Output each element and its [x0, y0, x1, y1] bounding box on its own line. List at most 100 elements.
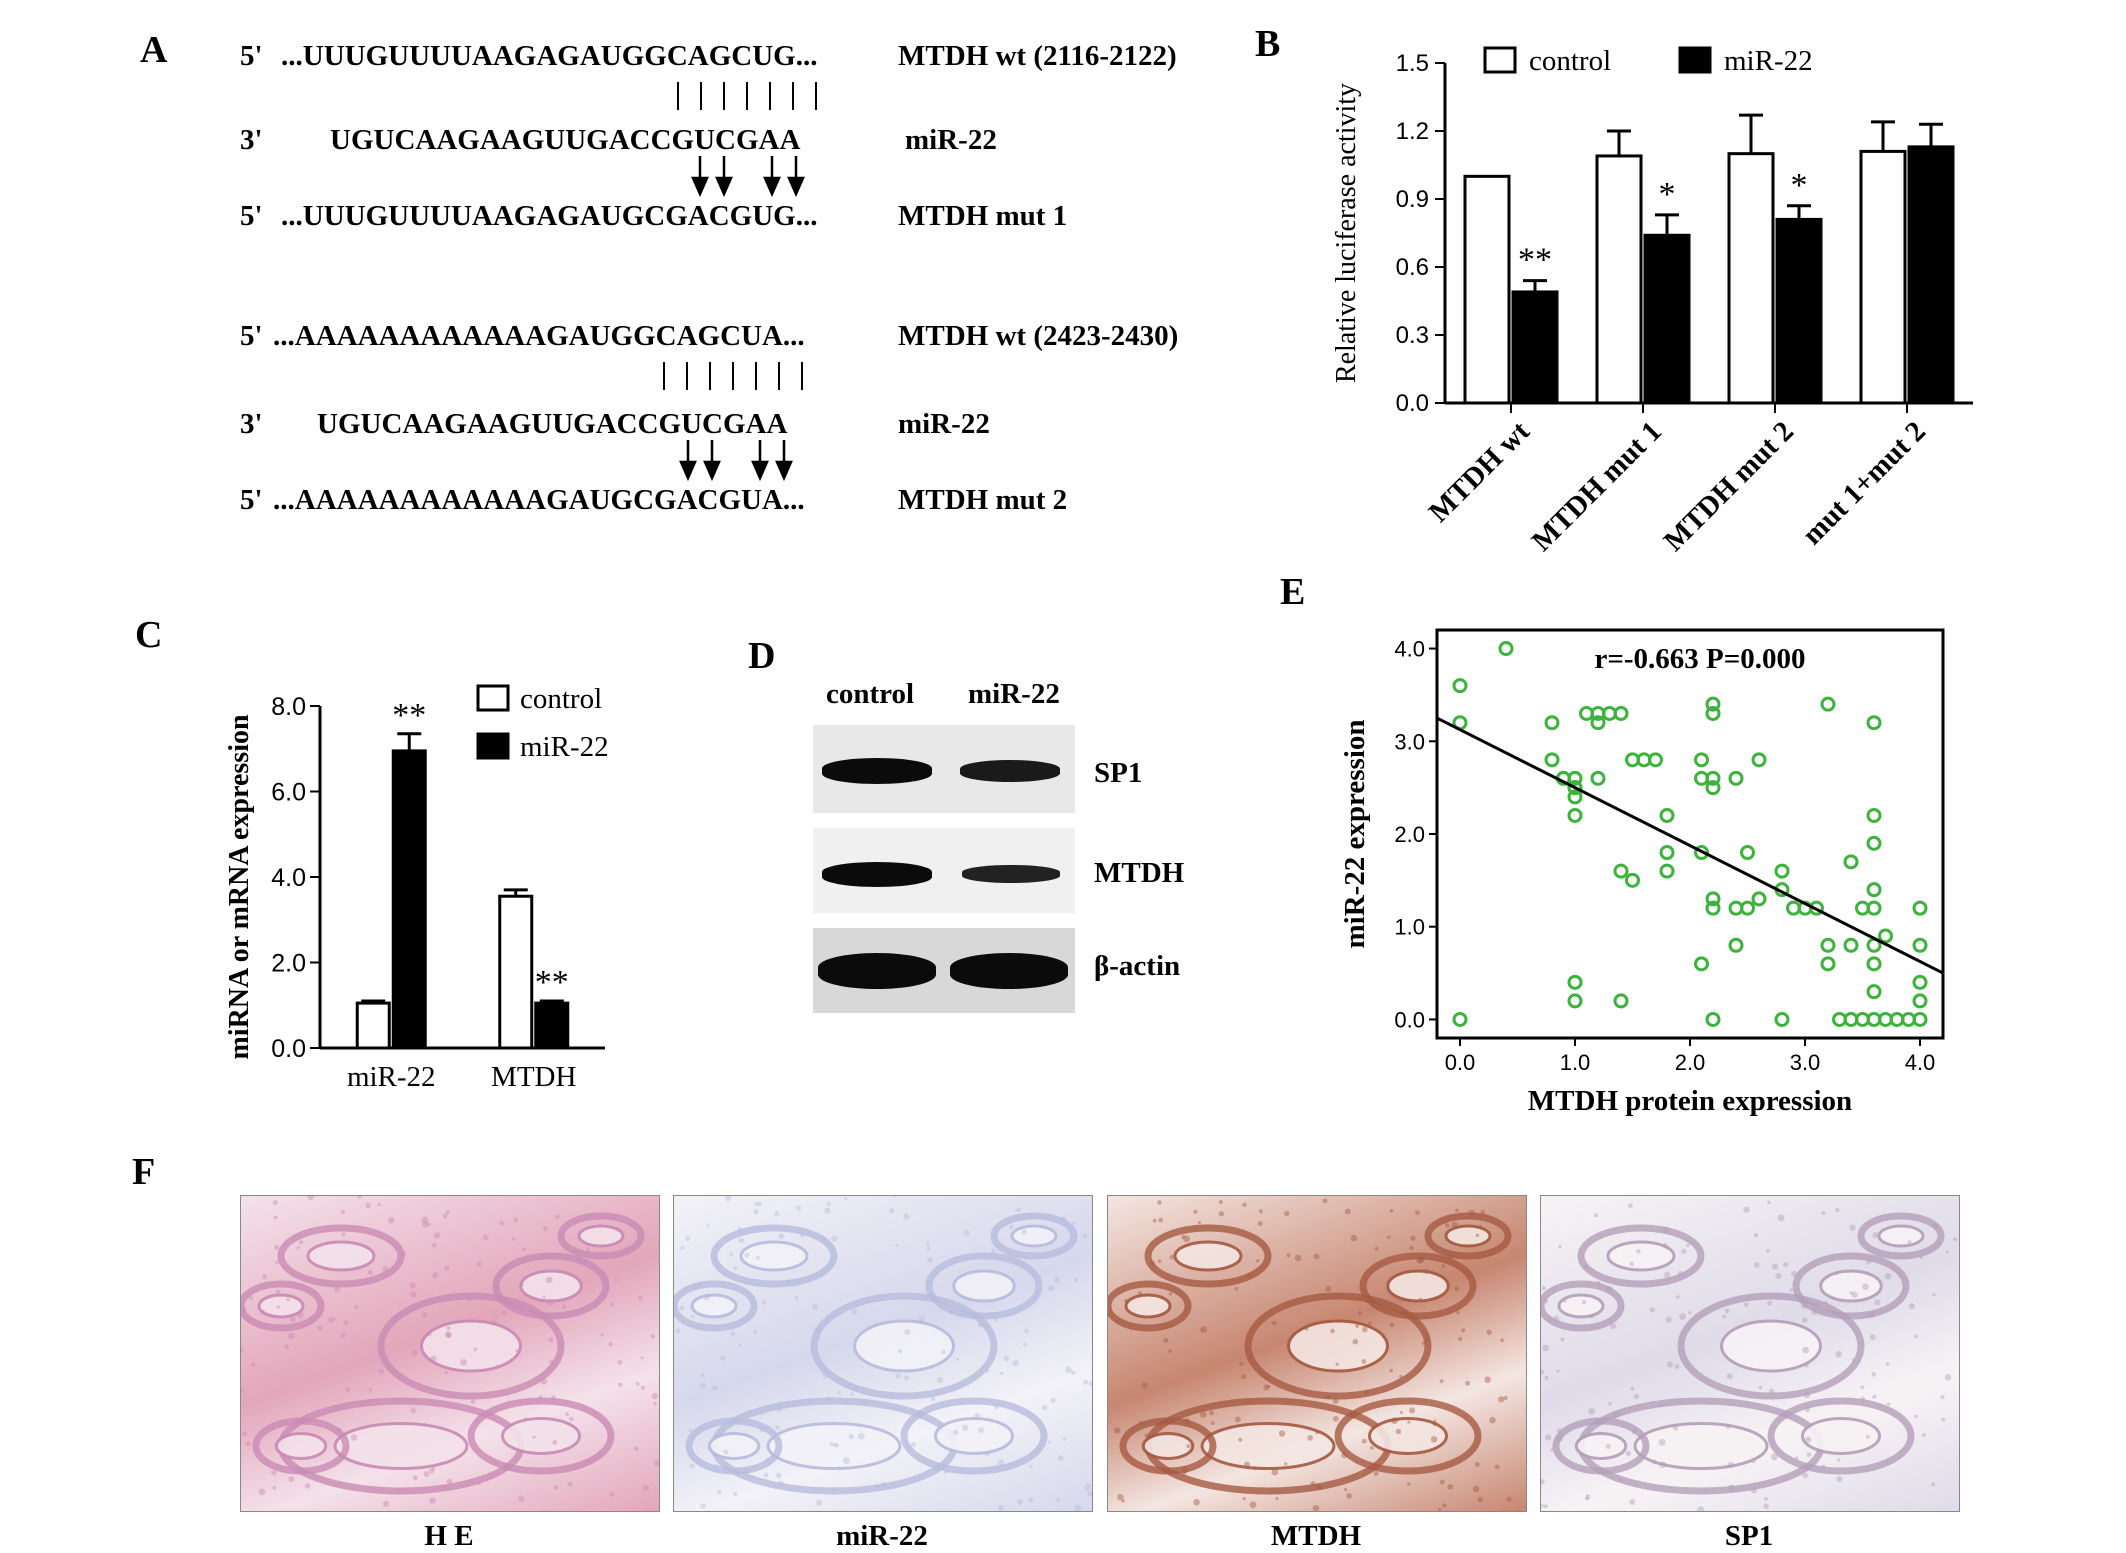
cell-nucleus — [1768, 1388, 1775, 1395]
cell-nucleus — [1663, 1271, 1671, 1279]
cell-nucleus — [1008, 1225, 1014, 1230]
cell-nucleus — [542, 1295, 546, 1299]
gland-outline — [685, 1417, 783, 1475]
cell-nucleus — [1409, 1407, 1416, 1414]
cell-nucleus — [1802, 1346, 1810, 1354]
cell-nucleus — [276, 1305, 281, 1309]
bar — [1511, 290, 1559, 405]
cell-nucleus — [1474, 1461, 1480, 1467]
panel-label-d: D — [748, 635, 776, 677]
cell-nucleus — [569, 1416, 574, 1422]
cell-nucleus — [763, 1472, 769, 1478]
cell-nucleus — [1150, 1261, 1156, 1266]
cell-nucleus — [1252, 1466, 1257, 1471]
cell-nucleus — [1048, 1440, 1052, 1444]
cell-nucleus — [1114, 1427, 1121, 1434]
cell-nucleus — [730, 1331, 736, 1336]
scatter-point — [1613, 993, 1629, 1009]
scatter-point — [1590, 715, 1606, 731]
cell-nucleus — [725, 1196, 732, 1202]
gland-lumen — [1173, 1240, 1243, 1272]
band-label-actin: β-actin — [1094, 950, 1181, 982]
cell-nucleus — [829, 1442, 834, 1447]
cell-nucleus — [1335, 1362, 1339, 1366]
x-tick-label: 1.0 — [1560, 1050, 1591, 1075]
tissue-texture — [241, 1196, 659, 1508]
cell-nucleus — [1753, 1262, 1760, 1268]
cell-nucleus — [1941, 1417, 1946, 1422]
cell-nucleus — [1433, 1419, 1437, 1423]
cell-nucleus — [997, 1504, 1005, 1511]
cell-nucleus — [1630, 1386, 1635, 1391]
cell-nucleus — [1835, 1271, 1839, 1276]
gland-outline — [925, 1252, 1043, 1320]
y-tick-label: 4.0 — [271, 864, 306, 892]
cell-nucleus — [766, 1457, 770, 1461]
gland-outline — [810, 1292, 998, 1400]
cell-nucleus — [340, 1209, 346, 1215]
cell-nucleus — [1047, 1285, 1055, 1292]
cell-nucleus — [540, 1377, 548, 1385]
cell-nucleus — [382, 1266, 389, 1272]
cell-nucleus — [1017, 1498, 1024, 1505]
cell-nucleus — [513, 1217, 519, 1223]
cell-nucleus — [1658, 1438, 1666, 1446]
cell-nucleus — [1284, 1210, 1290, 1217]
cell-nucleus — [642, 1484, 649, 1492]
pairing-lines-2 — [663, 362, 803, 390]
cell-nucleus — [1255, 1259, 1260, 1263]
cell-nucleus — [1612, 1412, 1619, 1419]
cell-nucleus — [1361, 1359, 1367, 1364]
x-tick-label: miR-22 — [347, 1061, 436, 1093]
tissue-label-mir22: miR-22 — [836, 1520, 928, 1552]
cell-nucleus — [691, 1315, 695, 1319]
scatter-point — [1705, 1011, 1721, 1027]
sequence-mir22-1: UGUCAAGAAGUUGACCGUCGAA — [330, 124, 801, 156]
scatter-point — [1694, 956, 1709, 972]
cell-nucleus — [1441, 1264, 1446, 1268]
cell-nucleus — [1585, 1496, 1589, 1501]
cell-nucleus — [1811, 1309, 1818, 1316]
cell-nucleus — [1417, 1256, 1425, 1264]
correlation-stat: r=-0.663 P=0.000 — [1594, 643, 1805, 675]
gland-lumen — [1141, 1432, 1195, 1460]
cell-nucleus — [826, 1396, 831, 1402]
scatter-point — [1809, 900, 1824, 916]
cell-nucleus — [888, 1207, 895, 1214]
tissue-label-mtdh: MTDH — [1270, 1520, 1362, 1552]
cell-nucleus — [1662, 1226, 1670, 1234]
cell-nucleus — [1849, 1291, 1854, 1295]
cell-nucleus — [824, 1207, 831, 1214]
bar — [391, 749, 427, 1050]
cell-nucleus — [524, 1417, 528, 1421]
cell-nucleus — [1242, 1497, 1246, 1501]
cell-nucleus — [482, 1234, 489, 1241]
cell-nucleus — [1193, 1499, 1200, 1506]
cell-nucleus — [1675, 1295, 1680, 1299]
lane-label-control: control — [826, 678, 915, 710]
cell-nucleus — [1050, 1397, 1056, 1403]
cell-nucleus — [752, 1330, 758, 1335]
cell-nucleus — [1243, 1461, 1251, 1468]
cell-nucleus — [553, 1484, 559, 1490]
cell-nucleus — [717, 1489, 722, 1495]
cell-nucleus — [422, 1312, 428, 1318]
legend-swatch — [476, 684, 510, 712]
cell-nucleus — [296, 1311, 304, 1319]
cell-nucleus — [262, 1274, 268, 1280]
cell-nucleus — [1083, 1379, 1089, 1385]
cell-nucleus — [1594, 1213, 1599, 1218]
gland-outline — [241, 1280, 325, 1332]
cell-nucleus — [757, 1202, 762, 1207]
cell-nucleus — [1258, 1209, 1263, 1214]
cell-nucleus — [332, 1317, 336, 1321]
x-tick-label: MTDH mut 1 — [1526, 415, 1668, 557]
scatter-point — [1567, 780, 1583, 796]
sequence-label: MTDH wt (2423-2430) — [898, 320, 1179, 352]
cell-nucleus — [1940, 1395, 1945, 1400]
cell-nucleus — [1802, 1317, 1808, 1323]
y-tick-label: 8.0 — [271, 693, 306, 721]
cell-nucleus — [354, 1304, 359, 1310]
gland-lumen — [1801, 1417, 1881, 1455]
gland-lumen — [766, 1422, 902, 1470]
